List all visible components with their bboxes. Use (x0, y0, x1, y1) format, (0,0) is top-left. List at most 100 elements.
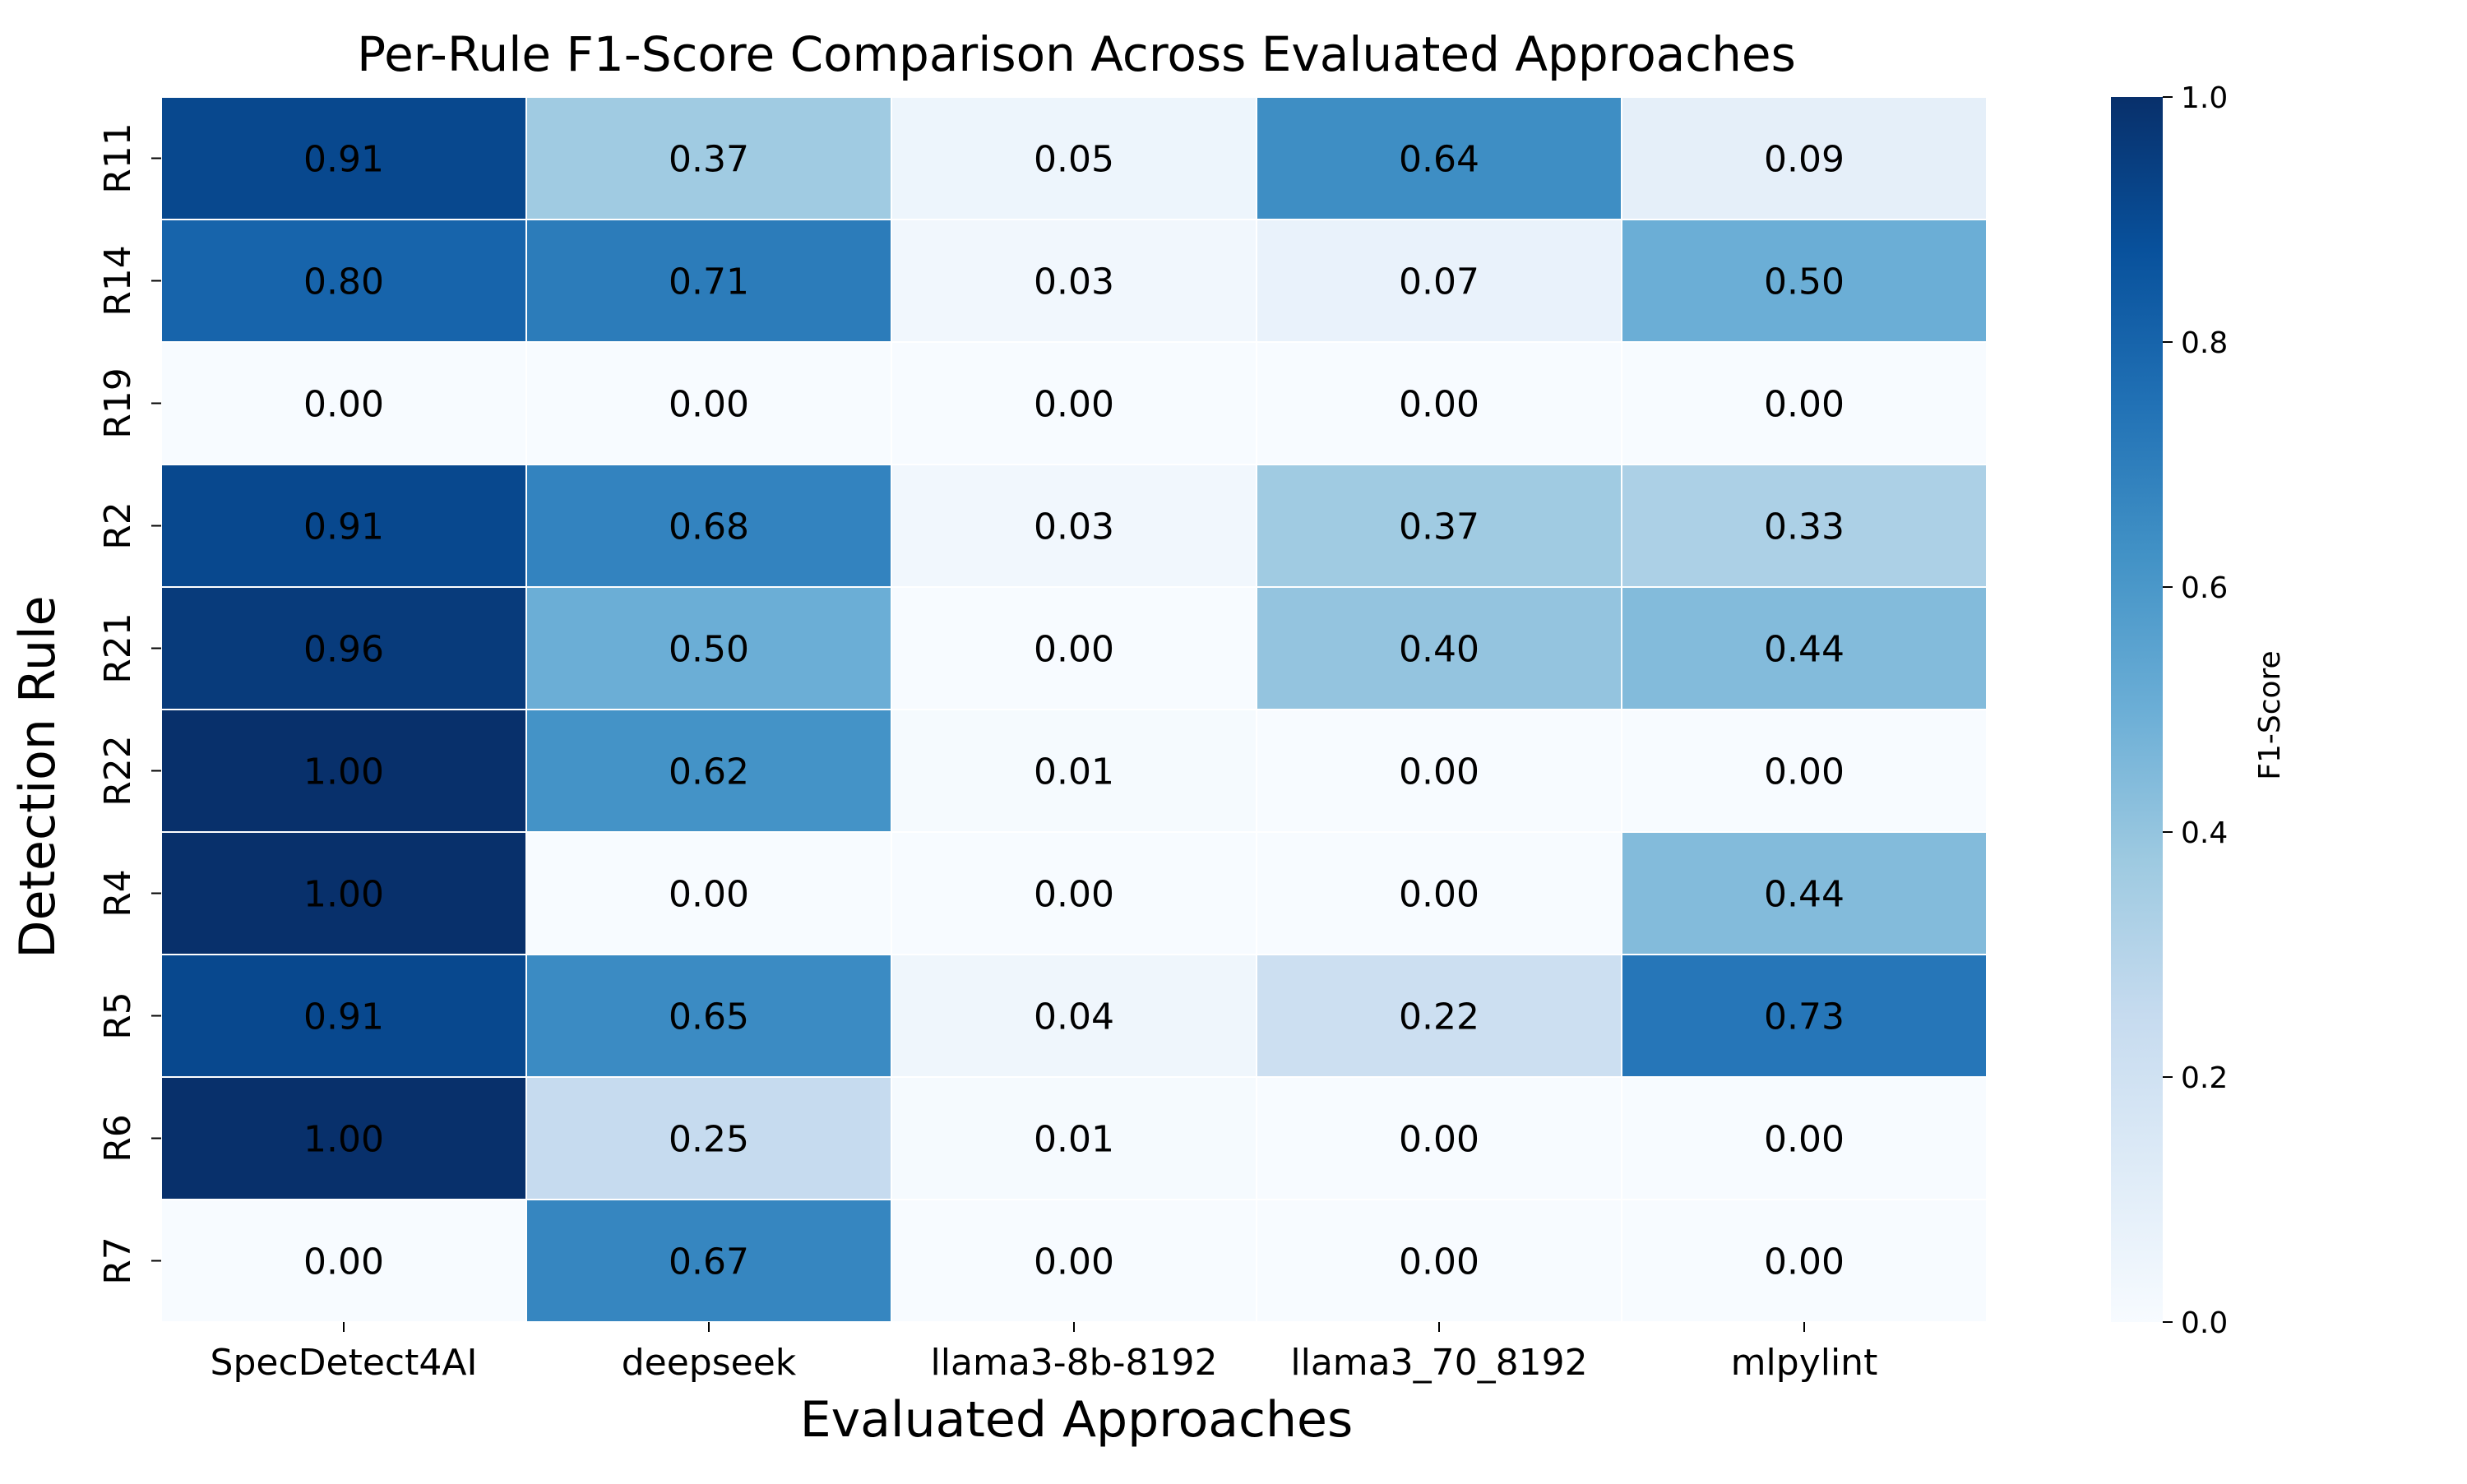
heatmap-cell (160, 954, 527, 1078)
cell-value-label: 0.07 (1399, 261, 1479, 303)
heatmap-cell (1256, 954, 1622, 1078)
heatmap-cell (1621, 219, 1988, 343)
heatmap-cell (160, 1076, 527, 1200)
cell-value-label: 0.22 (1399, 996, 1479, 1038)
colorbar-tick-label: 0.8 (2181, 326, 2228, 360)
x-tick-label: llama3-8b-8192 (931, 1342, 1218, 1384)
heatmap-cell (525, 219, 892, 343)
heatmap-cell (525, 1199, 892, 1323)
cell-value-label: 0.00 (1764, 1241, 1844, 1283)
cell-value-label: 0.91 (303, 139, 384, 181)
heatmap-cell (891, 831, 1257, 955)
y-axis-label: Detection Rule (9, 595, 67, 958)
y-tick-label: R6 (97, 1114, 139, 1163)
cell-value-label: 0.00 (1399, 1241, 1479, 1283)
y-tick-label: R4 (97, 869, 139, 918)
cell-value-label: 1.00 (303, 1119, 384, 1161)
cell-value-label: 0.00 (1399, 751, 1479, 793)
heatmap-cell (1621, 831, 1988, 955)
x-axis-label: Evaluated Approaches (800, 1391, 1353, 1449)
cell-value-label: 0.67 (669, 1241, 749, 1283)
heatmap-cell (891, 1199, 1257, 1323)
cell-value-label: 0.37 (669, 139, 749, 181)
cell-value-label: 0.00 (669, 384, 749, 426)
y-tick-label: R19 (97, 368, 139, 439)
heatmap-cell (891, 586, 1257, 710)
cell-value-label: 0.91 (303, 996, 384, 1038)
heatmap-cell (525, 341, 892, 465)
heatmap-cell (1256, 586, 1622, 710)
heatmap-cell (891, 954, 1257, 1078)
cell-value-label: 0.00 (1399, 384, 1479, 426)
cell-value-label: 0.80 (303, 261, 384, 303)
cell-value-label: 0.00 (669, 874, 749, 916)
heatmap-cell (891, 1076, 1257, 1200)
cell-value-label: 0.65 (669, 996, 749, 1038)
heatmap-cell (891, 219, 1257, 343)
cell-value-label: 0.71 (669, 261, 749, 303)
cell-value-label: 0.00 (1399, 1119, 1479, 1161)
cell-value-label: 0.00 (1034, 874, 1114, 916)
cell-value-label: 0.44 (1764, 874, 1844, 916)
cell-value-label: 0.64 (1399, 139, 1479, 181)
heatmap-cell (1256, 709, 1622, 833)
heatmap-cell (1256, 1199, 1622, 1323)
heatmap-cell (1256, 831, 1622, 955)
heatmap-cell (1621, 1199, 1988, 1323)
colorbar-tick-label: 0.2 (2181, 1061, 2228, 1095)
cell-value-label: 0.50 (1764, 261, 1844, 303)
cell-value-label: 0.40 (1399, 629, 1479, 671)
heatmap-cell (891, 341, 1257, 465)
y-tick-label: R5 (97, 992, 139, 1040)
cell-value-label: 0.05 (1034, 139, 1114, 181)
heatmap-cell (1256, 1076, 1622, 1200)
cell-value-label: 0.96 (303, 629, 384, 671)
heatmap-cell (1256, 96, 1622, 220)
heatmap-cell (1621, 954, 1988, 1078)
cell-value-label: 0.00 (1034, 629, 1114, 671)
y-tick-label: R22 (97, 735, 139, 807)
heatmap-cell (525, 1076, 892, 1200)
cell-value-label: 0.68 (669, 506, 749, 548)
cell-value-label: 0.50 (669, 629, 749, 671)
cell-value-label: 0.09 (1764, 139, 1844, 181)
heatmap-cell (160, 464, 527, 588)
x-tick-label: deepseek (622, 1342, 797, 1384)
cell-value-label: 1.00 (303, 751, 384, 793)
heatmap-cell (1621, 464, 1988, 588)
colorbar-tick-label: 0.0 (2181, 1306, 2228, 1340)
cell-value-label: 0.01 (1034, 1119, 1114, 1161)
y-tick-label: R21 (97, 613, 139, 684)
colorbar-tick-label: 0.6 (2181, 571, 2228, 605)
heatmap-cell (1256, 464, 1622, 588)
heatmap-cell (525, 464, 892, 588)
cell-value-label: 0.00 (1034, 1241, 1114, 1283)
chart-title: Per-Rule F1-Score Comparison Across Eval… (357, 26, 1796, 82)
heatmap-cell (160, 96, 527, 220)
heatmap-cell (1621, 341, 1988, 465)
x-tick-label: mlpylint (1731, 1342, 1878, 1384)
cell-value-label: 1.00 (303, 874, 384, 916)
colorbar-label: F1-Score (2253, 650, 2287, 779)
cell-value-label: 0.44 (1764, 629, 1844, 671)
cell-value-label: 0.00 (1764, 751, 1844, 793)
x-tick-label: llama3_70_8192 (1290, 1342, 1587, 1384)
heatmap-cell (1256, 341, 1622, 465)
heatmap-cell (525, 586, 892, 710)
cell-value-label: 0.73 (1764, 996, 1844, 1038)
cell-value-label: 0.62 (669, 751, 749, 793)
heatmap-cell (891, 96, 1257, 220)
colorbar-tick-label: 0.4 (2181, 816, 2228, 850)
y-tick-label: R11 (97, 123, 139, 194)
cell-value-label: 0.91 (303, 506, 384, 548)
cell-value-label: 0.00 (303, 384, 384, 426)
cell-value-label: 0.03 (1034, 261, 1114, 303)
heatmap-cell (1621, 586, 1988, 710)
colorbar (2111, 97, 2163, 1322)
colorbar-tick-label: 1.0 (2181, 81, 2228, 115)
cell-value-label: 0.03 (1034, 506, 1114, 548)
heatmap-cell (1256, 219, 1622, 343)
cell-value-label: 0.00 (1034, 384, 1114, 426)
